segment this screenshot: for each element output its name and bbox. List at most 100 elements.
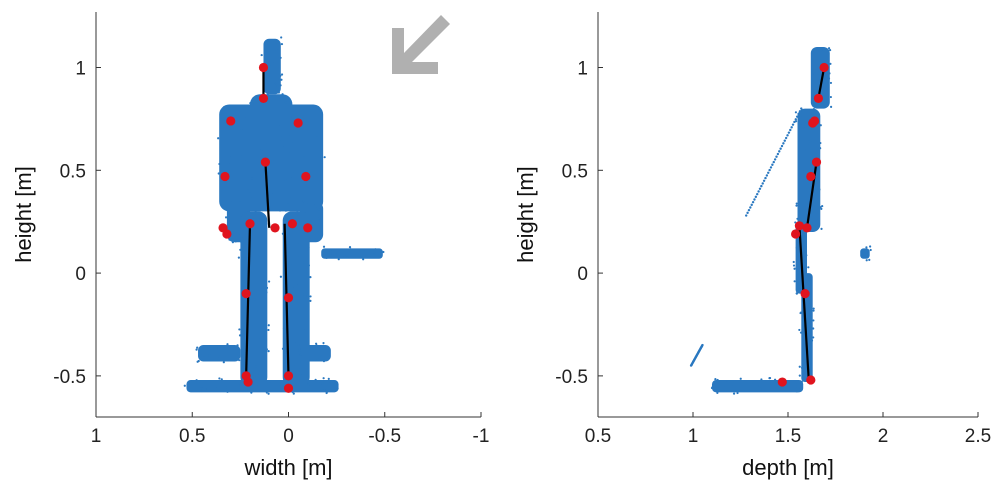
point	[245, 388, 248, 391]
point	[303, 261, 306, 264]
point	[799, 128, 802, 131]
y-tick-label: 0.5	[562, 161, 588, 182]
point	[869, 245, 872, 248]
point	[279, 136, 283, 139]
point	[297, 343, 300, 346]
point	[322, 255, 325, 259]
point	[297, 366, 300, 369]
point	[751, 200, 755, 204]
point	[288, 155, 291, 158]
point	[798, 365, 801, 368]
point	[243, 160, 246, 163]
point	[757, 380, 761, 384]
point	[200, 389, 204, 393]
point	[798, 388, 802, 391]
point	[274, 195, 277, 198]
point	[206, 354, 209, 357]
point	[732, 392, 736, 395]
point	[278, 139, 281, 142]
point	[217, 172, 220, 175]
y-axis-label: height [m]	[513, 166, 538, 263]
point	[302, 199, 305, 203]
point	[307, 317, 310, 320]
point	[809, 159, 813, 162]
point	[798, 328, 801, 332]
point-cloud-region	[240, 211, 268, 387]
point	[225, 128, 228, 131]
point	[263, 44, 267, 48]
point	[334, 388, 337, 391]
point	[250, 177, 253, 180]
point	[773, 382, 776, 385]
point	[249, 102, 252, 105]
point	[270, 64, 273, 67]
point	[274, 84, 278, 88]
point	[805, 254, 808, 257]
point	[773, 158, 777, 161]
point	[806, 334, 809, 337]
point	[284, 209, 288, 212]
x-axis-label: depth [m]	[742, 455, 834, 480]
point	[288, 197, 291, 200]
point	[732, 383, 735, 386]
point	[810, 339, 814, 342]
point	[373, 251, 376, 254]
point	[284, 101, 288, 104]
point	[254, 143, 257, 146]
point	[243, 332, 246, 336]
point	[812, 309, 815, 312]
point	[257, 296, 261, 300]
point	[336, 387, 339, 390]
point	[267, 42, 270, 45]
point-cloud-region	[186, 379, 339, 393]
point	[225, 205, 228, 208]
point-cloud	[183, 36, 385, 395]
point	[812, 319, 815, 322]
point	[292, 193, 295, 196]
point	[280, 36, 283, 39]
point	[247, 159, 250, 162]
arrow-down-left-shape	[392, 15, 450, 74]
point	[293, 213, 296, 217]
point	[304, 232, 307, 235]
point	[805, 129, 808, 132]
point	[268, 389, 271, 392]
point	[217, 347, 220, 350]
point	[772, 160, 775, 164]
point	[303, 265, 306, 268]
point	[321, 389, 324, 392]
point	[820, 102, 823, 105]
point	[768, 168, 771, 172]
point	[253, 213, 257, 217]
point	[195, 348, 198, 351]
point	[305, 211, 308, 214]
point	[248, 324, 251, 327]
point	[327, 377, 330, 380]
point	[251, 323, 255, 327]
point	[317, 208, 320, 211]
point	[267, 392, 270, 395]
point	[263, 296, 266, 299]
x-tick-label: -1	[473, 426, 490, 447]
point	[281, 383, 284, 386]
point	[791, 123, 795, 126]
point	[754, 195, 758, 199]
point	[701, 343, 704, 347]
point	[280, 78, 283, 81]
point	[287, 133, 290, 136]
point-cloud-region	[797, 108, 821, 232]
point	[302, 154, 306, 157]
point	[297, 215, 300, 218]
point	[226, 343, 229, 346]
point-cloud-region	[282, 211, 310, 387]
joint-point	[811, 157, 822, 167]
point	[258, 232, 261, 235]
point	[322, 245, 326, 248]
point	[289, 115, 292, 119]
point	[220, 345, 223, 348]
point	[268, 207, 271, 210]
point	[253, 375, 256, 379]
point	[714, 377, 717, 381]
